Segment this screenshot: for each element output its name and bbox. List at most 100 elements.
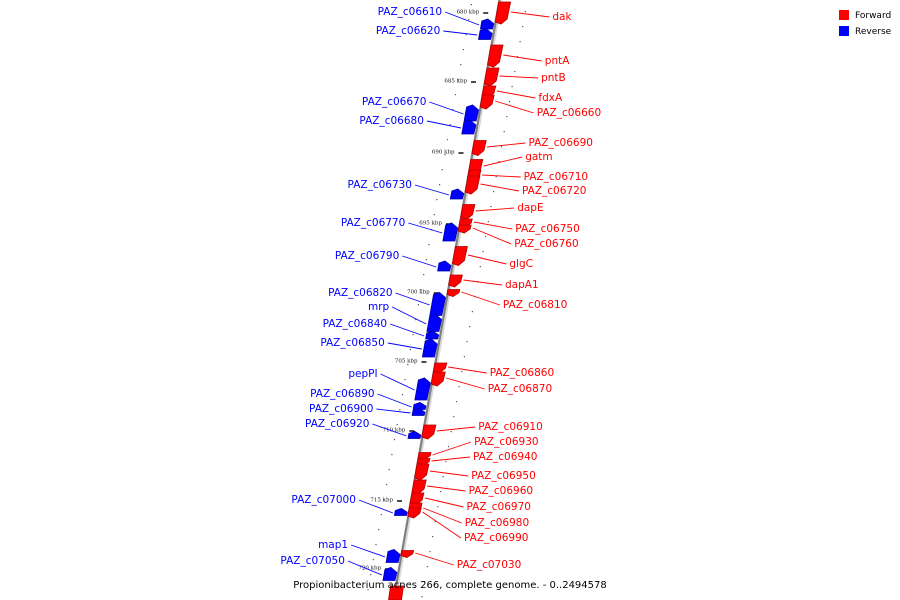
spacing-dot — [446, 139, 449, 141]
forward-gene-arrow — [483, 67, 500, 87]
forward-gene-label: PAZ_c06930 — [474, 436, 538, 448]
spacing-dot — [453, 416, 455, 418]
reverse-gene-label: PAZ_c06770 — [341, 217, 405, 229]
forward-gene-leader — [461, 291, 501, 306]
forward-gene-leader — [431, 456, 471, 462]
spacing-dot — [399, 409, 401, 411]
reverse-gene-arrow — [479, 18, 495, 30]
forward-gene-arrow — [448, 274, 463, 288]
spacing-dot — [439, 184, 441, 186]
spacing-dot — [372, 559, 374, 561]
spacing-dot — [440, 491, 442, 493]
spacing-dot — [393, 439, 396, 441]
spacing-dot — [490, 206, 492, 208]
forward-gene-label: PAZ_c06870 — [488, 383, 552, 395]
forward-gene-arrow — [411, 479, 427, 495]
forward-gene-leader — [448, 366, 487, 374]
spacing-dot — [415, 319, 417, 321]
reverse-gene-leader — [402, 255, 437, 268]
forward-gene-label: pntB — [541, 72, 566, 84]
spacing-dot — [442, 476, 444, 478]
reverse-gene-label: PAZ_c06820 — [328, 287, 392, 299]
spacing-dot — [396, 424, 398, 426]
forward-gene-label: dak — [552, 11, 572, 23]
spacing-dot — [506, 116, 508, 118]
spacing-dot — [370, 574, 372, 576]
reverse-gene-leader — [389, 323, 425, 337]
reverse-gene-arrow — [425, 330, 440, 340]
forward-gene-arrow — [479, 94, 495, 110]
spacing-dot — [469, 326, 471, 328]
spacing-dot — [437, 506, 439, 508]
reverse-gene-label: PAZ_c07000 — [291, 494, 355, 506]
forward-gene-arrow — [417, 452, 432, 460]
kbp-tick-label: 715 kbp — [370, 498, 393, 504]
kbp-tick-label: 710 kbp — [383, 428, 406, 434]
forward-gene-leader — [467, 254, 507, 265]
spacing-dot — [514, 71, 516, 73]
reverse-gene-label: PAZ_c06680 — [359, 115, 423, 127]
reverse-gene-arrow — [382, 567, 398, 581]
forward-gene-arrow — [432, 362, 448, 374]
forward-gene-leader — [503, 54, 542, 62]
reverse-gene-arrow — [421, 338, 438, 358]
forward-gene-label: PAZ_c06760 — [514, 238, 578, 250]
reverse-gene-label: PAZ_c06900 — [309, 403, 373, 415]
reverse-gene-leader — [380, 373, 415, 391]
forward-gene-label: PAZ_c06980 — [465, 517, 529, 529]
reverse-gene-leader — [358, 499, 394, 514]
forward-gene-label: pntA — [545, 55, 570, 67]
spacing-dot — [424, 581, 426, 583]
kbp-tick-label: 690 kbp — [432, 150, 455, 156]
reverse-gene-leader — [426, 120, 461, 129]
reverse-gene-label: mrp — [368, 301, 390, 313]
spacing-dot — [460, 64, 462, 66]
spacing-dot — [388, 469, 390, 471]
spacing-dot — [468, 19, 470, 21]
kbp-tick-label: 700 kbp — [407, 290, 430, 296]
spacing-dot — [470, 4, 472, 6]
spacing-dot — [479, 266, 481, 268]
forward-gene-label: gatm — [525, 151, 552, 163]
reverse-gene-leader — [387, 342, 422, 350]
reverse-gene-leader — [444, 11, 480, 26]
forward-gene-label: PAZ_c06750 — [515, 223, 579, 235]
spacing-dot — [522, 26, 524, 28]
forward-gene-arrow — [400, 550, 415, 558]
forward-gene-leader — [483, 156, 523, 167]
spacing-dot — [432, 536, 434, 538]
spacing-dot — [524, 11, 526, 13]
spacing-dot — [409, 349, 411, 351]
label-leaders — [347, 11, 550, 576]
forward-gene-leader — [496, 90, 536, 99]
reverse-gene-label: PAZ_c06790 — [335, 250, 399, 262]
forward-gene-leader — [423, 507, 462, 524]
forward-gene-leader — [463, 279, 503, 286]
forward-gene-label: PAZ_c06940 — [473, 451, 537, 463]
forward-gene-arrow — [409, 492, 425, 506]
spacing-dot — [433, 214, 435, 216]
reverse-legend-label: Reverse — [855, 27, 892, 37]
spacing-dot — [434, 521, 436, 523]
reverse-gene-label: PAZ_c06610 — [378, 6, 442, 18]
spacing-dot — [519, 41, 521, 43]
forward-gene-label: PAZ_c06960 — [469, 485, 533, 497]
spacing-dot — [444, 154, 446, 156]
forward-gene-arrow — [471, 140, 487, 156]
forward-gene-arrow — [464, 175, 481, 195]
forward-gene-arrow — [487, 44, 504, 68]
reverse-gene-arrow — [411, 408, 426, 416]
spacing-dot — [482, 251, 484, 253]
forward-gene-label: PAZ_c06990 — [464, 532, 528, 544]
spacing-dot — [380, 514, 382, 516]
reverse-gene-label: map1 — [318, 539, 348, 551]
forward-gene-label: PAZ_c06690 — [529, 137, 593, 149]
kbp-tick-label: 685 kbp — [444, 79, 467, 85]
forward-gene-label: fdxA — [538, 92, 563, 104]
reverse-gene-leader — [395, 292, 430, 306]
reverse-gene-leader — [443, 30, 478, 36]
reverse-gene-label: PAZ_c06850 — [320, 337, 384, 349]
reverse-gene-label: PAZ_c06840 — [323, 318, 387, 330]
spacing-dot — [503, 131, 505, 133]
